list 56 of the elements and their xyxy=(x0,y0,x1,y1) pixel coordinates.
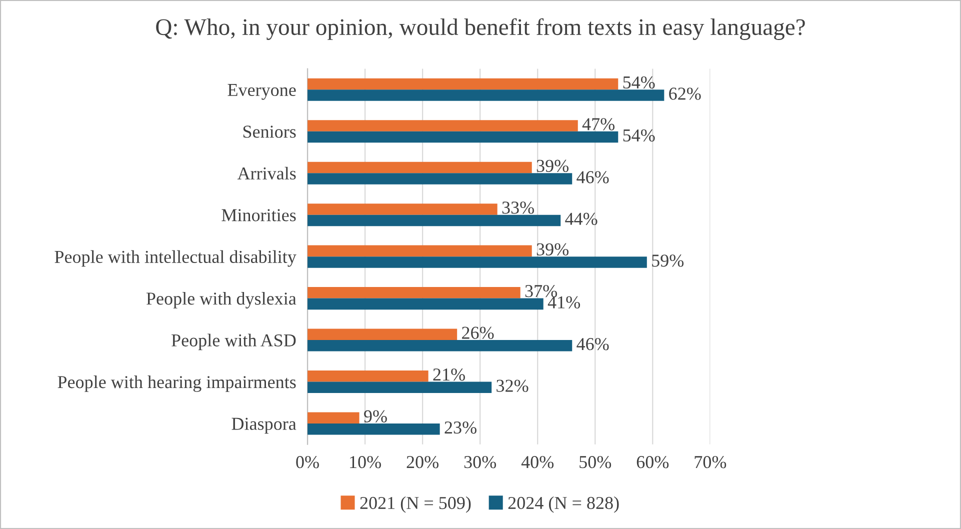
y-tick-label: Minorities xyxy=(222,209,296,222)
bar xyxy=(308,256,647,268)
data-label: 9% xyxy=(364,410,387,422)
bar xyxy=(308,245,532,257)
bar xyxy=(308,162,532,174)
y-tick-label: Diaspora xyxy=(232,418,296,434)
x-tick-label: 10% xyxy=(350,456,381,468)
legend-label: 2024 (N = 828) xyxy=(508,496,619,513)
data-label: 54% xyxy=(623,76,655,89)
bar xyxy=(308,131,618,143)
legend-label: 2021 (N = 509) xyxy=(360,496,471,513)
x-tick-label: 20% xyxy=(406,456,438,468)
y-tick-label: Seniors xyxy=(243,126,296,138)
data-label: 54% xyxy=(623,129,655,142)
data-label: 59% xyxy=(652,254,684,267)
x-tick-label: 50% xyxy=(580,456,612,468)
y-tick-label: People with intellectual disability xyxy=(54,250,296,267)
bar xyxy=(308,204,498,215)
y-tick-label: Arrivals xyxy=(237,166,296,180)
data-label: 39% xyxy=(536,243,569,256)
bar xyxy=(308,120,578,132)
bar xyxy=(308,173,572,184)
x-tick-label: 0% xyxy=(296,456,319,468)
data-label: 37% xyxy=(525,285,557,298)
data-label: 23% xyxy=(444,421,476,434)
data-label: 62% xyxy=(669,88,701,100)
bar xyxy=(308,78,618,90)
bar xyxy=(308,423,440,435)
y-tick-label: People with hearing impairments xyxy=(58,375,296,392)
data-label: 26% xyxy=(462,326,494,339)
bar xyxy=(308,214,561,226)
bar xyxy=(308,412,360,424)
bar xyxy=(308,287,520,298)
data-label: 41% xyxy=(548,296,580,309)
data-label: 21% xyxy=(433,368,465,381)
x-tick-label: 60% xyxy=(636,456,669,468)
y-tick-label: People with ASD xyxy=(172,334,296,350)
y-tick-label: Everyone xyxy=(228,84,296,100)
x-tick-label: 70% xyxy=(694,456,726,468)
data-label: 32% xyxy=(496,380,528,392)
bar xyxy=(308,298,544,310)
x-tick-label: 40% xyxy=(521,456,554,468)
data-label: 47% xyxy=(582,118,615,130)
data-label: 46% xyxy=(576,338,609,350)
data-label: 46% xyxy=(576,171,609,184)
x-tick-label: 30% xyxy=(464,456,496,468)
bar xyxy=(308,382,492,394)
bar xyxy=(308,370,428,382)
chart-title: Q: Who, in your opinion, would benefit from texts in easy language? xyxy=(156,18,805,40)
y-tick-label: People with dyslexia xyxy=(146,292,296,308)
bar xyxy=(308,328,458,340)
bar xyxy=(308,340,572,352)
bar xyxy=(308,90,664,101)
data-label: 44% xyxy=(565,212,598,226)
data-label: 33% xyxy=(502,202,534,214)
data-label: 39% xyxy=(536,160,569,172)
